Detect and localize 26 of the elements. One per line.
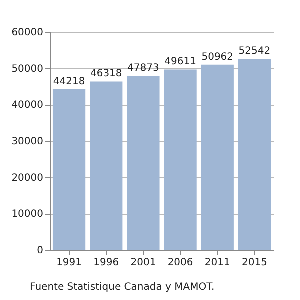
bar — [238, 59, 272, 250]
bar — [127, 76, 160, 250]
bar — [52, 89, 86, 250]
bar — [201, 64, 234, 250]
y-tick-label: 0 — [37, 246, 44, 256]
data-label: 52542 — [238, 46, 271, 58]
x-tick-label: 1996 — [94, 258, 120, 268]
data-label: 47873 — [128, 63, 160, 74]
x-tick-label: 1991 — [56, 258, 82, 268]
bar — [90, 82, 123, 250]
y-tick-label: 50000 — [12, 64, 44, 75]
source-note: Fuente Statistique Canada y MAMOT. — [30, 282, 215, 293]
data-label: 49611 — [164, 56, 196, 68]
y-tick-label: 60000 — [12, 28, 44, 38]
bar — [164, 70, 197, 250]
x-tick-label: 2001 — [130, 258, 156, 268]
x-tick-label: 2015 — [242, 258, 268, 268]
data-label: 50962 — [202, 52, 234, 63]
data-label: 46318 — [90, 68, 122, 80]
x-tick-label: 2011 — [204, 258, 230, 268]
y-tick-label: 20000 — [12, 172, 44, 184]
data-label: 44218 — [53, 76, 86, 88]
y-tick-label: 40000 — [12, 100, 44, 112]
x-tick-label: 2006 — [168, 258, 194, 268]
y-tick-label: 10000 — [12, 209, 44, 220]
y-tick-label: 30000 — [12, 136, 44, 148]
